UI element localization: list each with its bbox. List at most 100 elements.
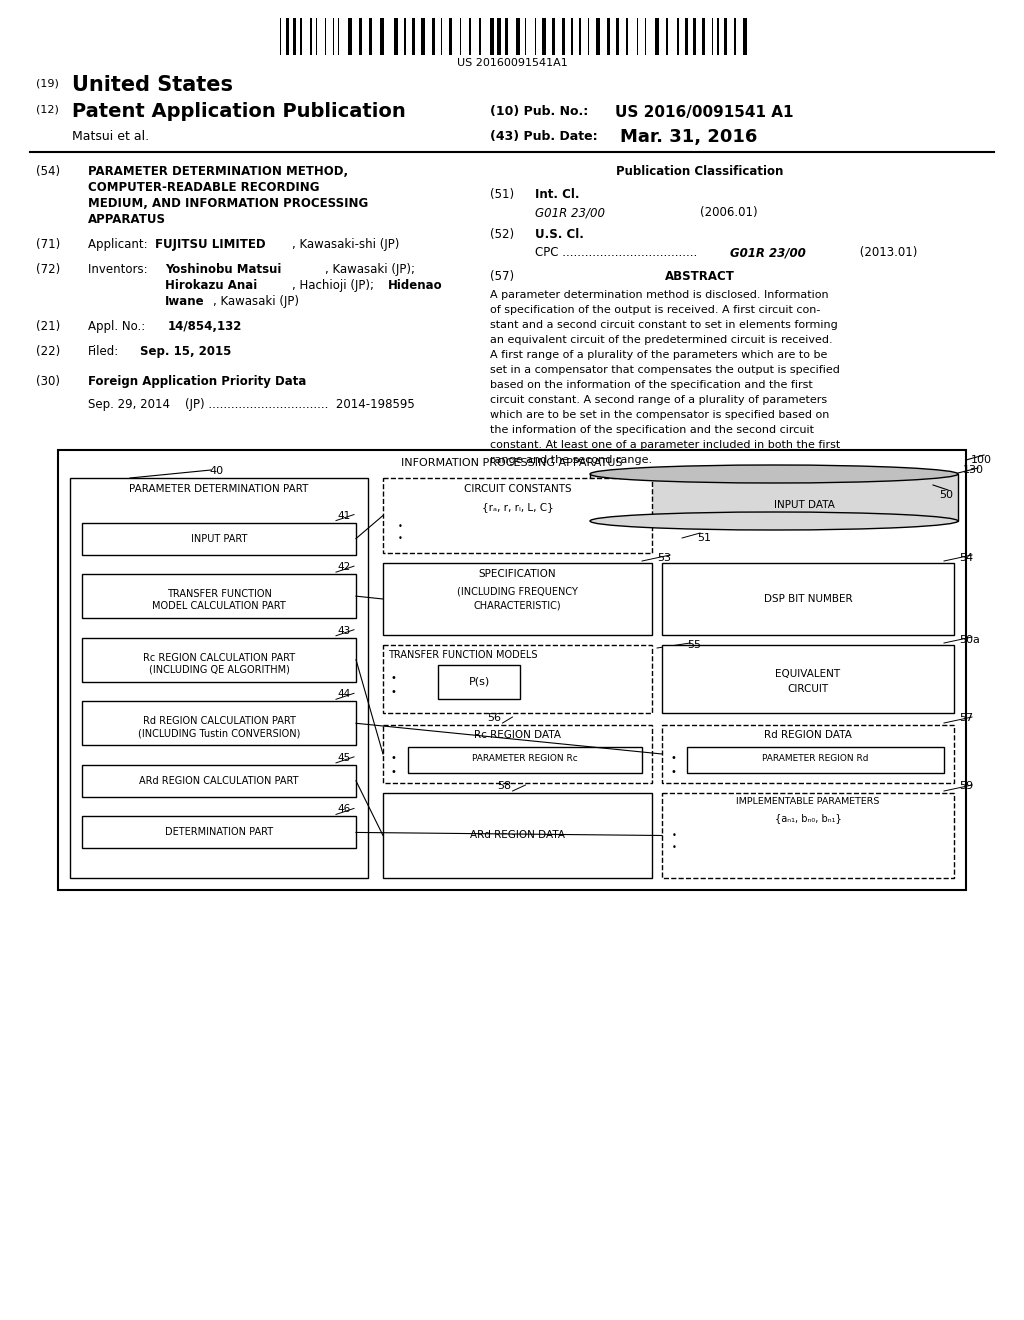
Bar (596, 18, 600, 55)
Bar (655, 18, 659, 55)
Text: Applicant:: Applicant: (88, 238, 155, 251)
Text: Yoshinobu Matsui: Yoshinobu Matsui (165, 263, 282, 276)
Bar (82, 523, 356, 554)
Text: (2013.01): (2013.01) (856, 246, 918, 259)
Bar (724, 18, 727, 55)
Bar (469, 18, 471, 55)
Bar (58, 450, 966, 890)
Bar (82, 764, 356, 797)
Text: circuit constant. A second range of a plurality of parameters: circuit constant. A second range of a pl… (490, 395, 827, 405)
Text: Inventors:: Inventors: (88, 263, 155, 276)
Text: Rd REGION CALCULATION PART: Rd REGION CALCULATION PART (142, 717, 296, 726)
Text: (51): (51) (490, 187, 514, 201)
Text: Hirokazu Anai: Hirokazu Anai (165, 279, 257, 292)
Text: ARd REGION CALCULATION PART: ARd REGION CALCULATION PART (139, 776, 299, 785)
Text: of specification of the output is received. A first circuit con-: of specification of the output is receiv… (490, 305, 820, 315)
Bar (82, 638, 356, 681)
Bar (82, 817, 356, 849)
Text: an equivalent circuit of the predetermined circuit is received.: an equivalent circuit of the predetermin… (490, 335, 833, 345)
Bar (449, 18, 452, 55)
Ellipse shape (590, 465, 958, 483)
Bar (505, 18, 508, 55)
Text: , Hachioji (JP);: , Hachioji (JP); (292, 279, 378, 292)
Text: range and the second range.: range and the second range. (490, 455, 652, 465)
Bar (734, 18, 736, 55)
Text: Matsui et al.: Matsui et al. (72, 129, 150, 143)
Text: 58: 58 (498, 781, 512, 791)
Bar (310, 18, 312, 55)
Text: TRANSFER FUNCTION: TRANSFER FUNCTION (167, 589, 271, 599)
Text: ARd REGION DATA: ARd REGION DATA (470, 829, 565, 840)
Bar (359, 18, 362, 55)
Text: Foreign Application Priority Data: Foreign Application Priority Data (88, 375, 306, 388)
Text: •: • (391, 673, 397, 682)
Text: {rₐ, r⁤, rₗ, L, C}: {rₐ, r⁤, rₗ, L, C} (481, 502, 553, 512)
Text: CIRCUIT: CIRCUIT (787, 684, 828, 694)
Text: (52): (52) (490, 228, 514, 242)
Text: APPARATUS: APPARATUS (88, 213, 166, 226)
Bar (432, 18, 435, 55)
Text: •: • (672, 843, 677, 851)
Text: Publication Classification: Publication Classification (616, 165, 783, 178)
Bar (369, 18, 372, 55)
Bar (663, 793, 954, 878)
Bar (677, 18, 679, 55)
Text: PARAMETER REGION Rd: PARAMETER REGION Rd (762, 754, 868, 763)
Text: 51: 51 (697, 533, 711, 543)
Text: United States: United States (72, 75, 233, 95)
Text: (72): (72) (36, 263, 60, 276)
Text: Rc REGION CALCULATION PART: Rc REGION CALCULATION PART (143, 652, 295, 663)
Text: •: • (391, 767, 397, 777)
Text: FUJITSU LIMITED: FUJITSU LIMITED (155, 238, 265, 251)
Text: , Kawasaki (JP): , Kawasaki (JP) (213, 294, 299, 308)
Text: DSP BIT NUMBER: DSP BIT NUMBER (764, 594, 852, 605)
Bar (479, 18, 481, 55)
Bar (702, 18, 705, 55)
Text: set in a compensator that compensates the output is specified: set in a compensator that compensates th… (490, 366, 840, 375)
Text: CHARACTERISTIC): CHARACTERISTIC) (474, 601, 561, 611)
Text: (54): (54) (36, 165, 60, 178)
Text: U.S. Cl.: U.S. Cl. (535, 228, 584, 242)
Text: 42: 42 (338, 562, 351, 572)
Bar (404, 18, 406, 55)
Text: Appl. No.:: Appl. No.: (88, 319, 153, 333)
Bar (394, 18, 398, 55)
Text: , Kawasaki (JP);: , Kawasaki (JP); (325, 263, 415, 276)
Text: (21): (21) (36, 319, 60, 333)
Text: A first range of a plurality of the parameters which are to be: A first range of a plurality of the para… (490, 350, 827, 360)
Bar (293, 18, 296, 55)
Text: 57: 57 (959, 713, 973, 723)
Bar (70, 478, 368, 878)
Text: INFORMATION PROCESSING APPARATUS: INFORMATION PROCESSING APPARATUS (401, 458, 623, 469)
Bar (685, 18, 688, 55)
Text: 46: 46 (338, 804, 351, 814)
Text: , Kawasaki-shi (JP): , Kawasaki-shi (JP) (292, 238, 399, 251)
Text: (71): (71) (36, 238, 60, 251)
Text: •: • (391, 752, 397, 763)
Text: •: • (670, 752, 676, 763)
Text: G01R 23/00: G01R 23/00 (730, 246, 806, 259)
Bar (743, 18, 746, 55)
Text: (12): (12) (36, 106, 58, 115)
Bar (383, 478, 652, 553)
Text: IMPLEMENTABLE PARAMETERS: IMPLEMENTABLE PARAMETERS (736, 797, 880, 807)
Bar (571, 18, 573, 55)
Text: INPUT DATA: INPUT DATA (773, 500, 835, 510)
Text: (43) Pub. Date:: (43) Pub. Date: (490, 129, 598, 143)
Text: PARAMETER DETERMINATION PART: PARAMETER DETERMINATION PART (129, 484, 308, 494)
Text: 130: 130 (963, 465, 984, 475)
Text: A parameter determination method is disclosed. Information: A parameter determination method is disc… (490, 290, 828, 300)
Bar (82, 701, 356, 746)
Bar (412, 18, 415, 55)
Text: US 2016/0091541 A1: US 2016/0091541 A1 (615, 106, 794, 120)
Bar (562, 18, 565, 55)
Text: MODEL CALCULATION PART: MODEL CALCULATION PART (153, 601, 286, 611)
Text: 41: 41 (338, 511, 351, 520)
Text: PARAMETER DETERMINATION METHOD,: PARAMETER DETERMINATION METHOD, (88, 165, 348, 178)
Bar (286, 18, 289, 55)
Bar (383, 645, 652, 713)
Text: CPC ....................................: CPC .................................... (535, 246, 697, 259)
Text: Int. Cl.: Int. Cl. (535, 187, 580, 201)
Text: stant and a second circuit constant to set in elements forming: stant and a second circuit constant to s… (490, 319, 838, 330)
Bar (421, 18, 425, 55)
